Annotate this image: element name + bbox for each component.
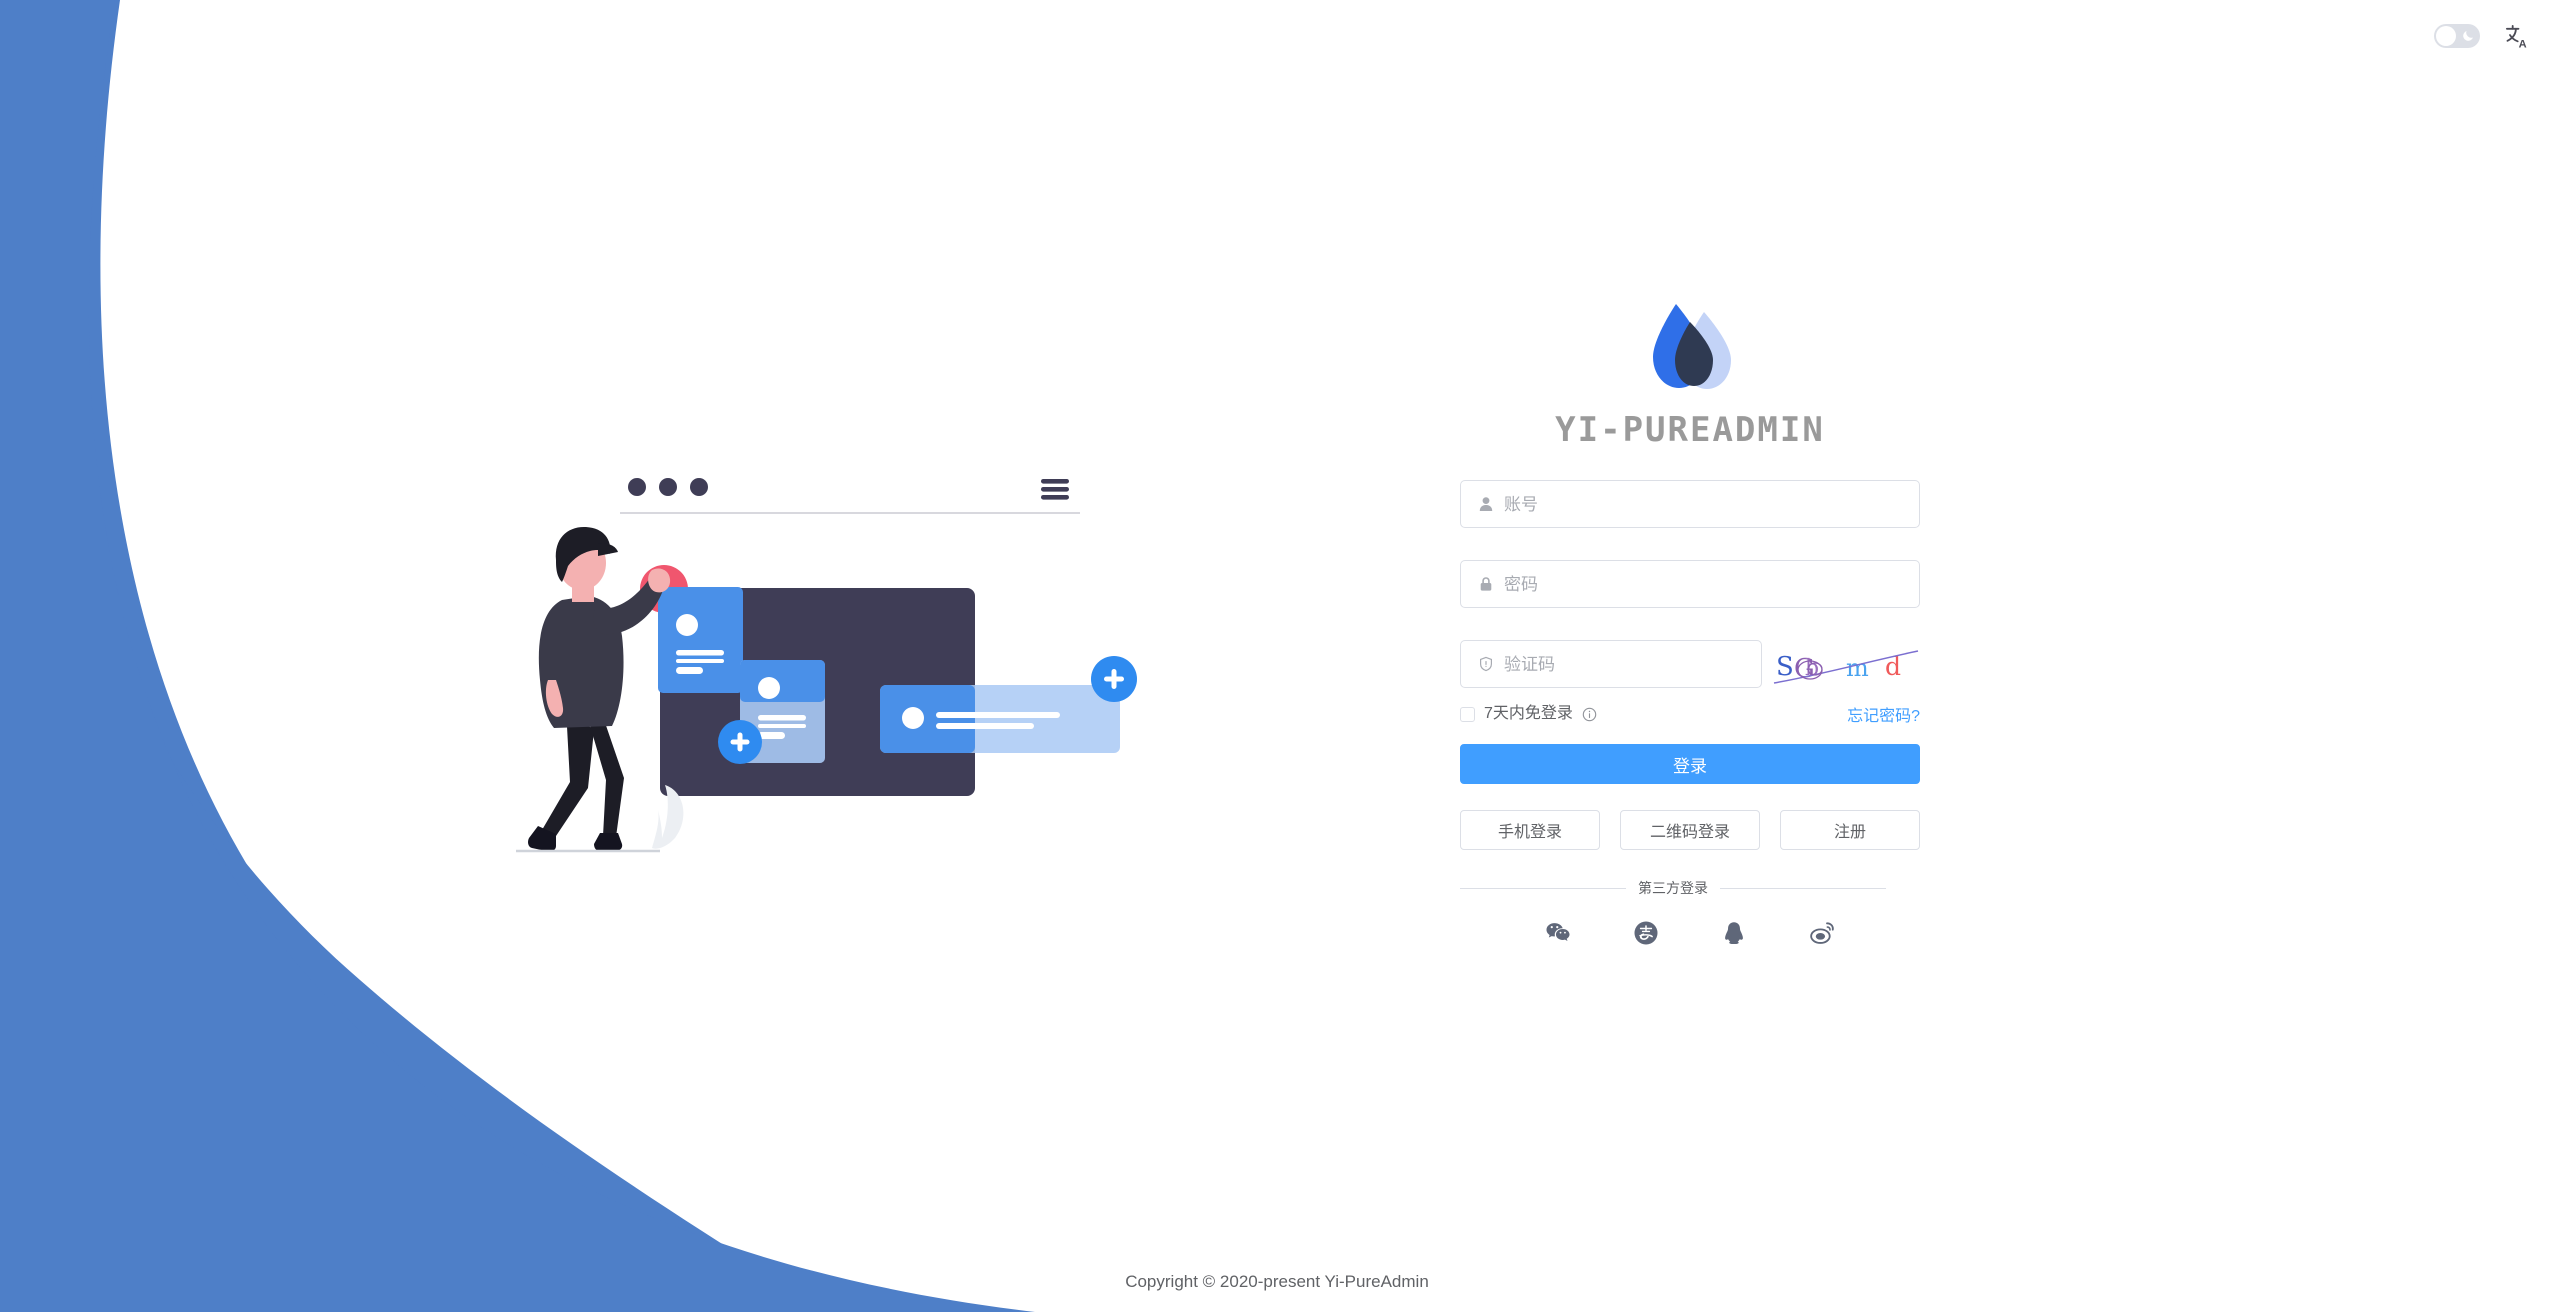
remember-me-checkbox[interactable]: 7天内免登录 <box>1460 706 1597 722</box>
divider-line-right <box>1720 887 1886 889</box>
brand: YI-PUREADMIN <box>1460 300 1920 450</box>
svg-text:m: m <box>1846 654 1869 682</box>
username-input[interactable]: 账号 <box>1460 480 1920 528</box>
svg-text:d: d <box>1885 652 1901 681</box>
third-party-providers <box>1460 920 1920 946</box>
captcha-input[interactable]: 验证码 <box>1460 640 1762 688</box>
login-options: 7天内免登录 忘记密码? <box>1460 702 1920 726</box>
qrcode-login-button[interactable]: 二维码登录 <box>1620 810 1760 850</box>
window-dots <box>628 478 708 496</box>
footer-copyright: Copyright © 2020-present Yi-PureAdmin <box>1125 1272 1429 1291</box>
wechat-icon[interactable] <box>1545 920 1571 946</box>
captcha-image[interactable]: S G b m d <box>1770 639 1920 689</box>
qq-icon[interactable] <box>1721 920 1747 946</box>
captcha-field: 验证码 S G b m d <box>1460 639 1920 689</box>
topbar: A <box>2434 0 2554 72</box>
forgot-password-link[interactable]: 忘记密码? <box>1847 708 1920 725</box>
username-field: 账号 <box>1460 480 1920 528</box>
user-icon <box>1477 496 1494 513</box>
weibo-icon[interactable] <box>1809 920 1835 946</box>
phone-login-button[interactable]: 手机登录 <box>1460 810 1600 850</box>
third-party-divider: 第三方登录 <box>1460 878 1920 898</box>
alt-login-buttons: 手机登录 二维码登录 注册 <box>1460 810 1920 850</box>
illustration-card-top <box>658 587 743 693</box>
divider-label: 第三方登录 <box>1638 880 1708 896</box>
dark-mode-toggle[interactable] <box>2434 24 2480 48</box>
svg-text:S: S <box>1776 652 1794 682</box>
password-field: 密码 <box>1460 560 1920 608</box>
toggle-knob <box>2436 26 2456 46</box>
login-panel: YI-PUREADMIN 账号 <box>1460 300 1920 946</box>
moon-icon <box>2463 31 2473 41</box>
password-placeholder: 密码 <box>1504 574 1538 594</box>
info-circle-icon[interactable] <box>1582 707 1597 722</box>
translate-icon[interactable]: A <box>2502 21 2532 51</box>
login-button[interactable]: 登录 <box>1460 744 1920 784</box>
svg-text:A: A <box>2518 38 2526 50</box>
page-title: YI-PUREADMIN <box>1555 410 1825 450</box>
hamburger-icon <box>1041 479 1069 500</box>
checkbox-box[interactable] <box>1460 706 1475 722</box>
remember-me-label: 7天内免登录 <box>1484 705 1573 722</box>
login-illustration <box>516 478 1137 853</box>
register-button[interactable]: 注册 <box>1780 810 1920 850</box>
alipay-icon[interactable] <box>1633 920 1659 946</box>
divider-line-left <box>1460 887 1626 889</box>
water-drop-logo <box>1653 304 1731 389</box>
lock-icon <box>1477 576 1494 593</box>
password-input[interactable]: 密码 <box>1460 560 1920 608</box>
captcha-placeholder: 验证码 <box>1504 654 1555 674</box>
username-placeholder: 账号 <box>1504 494 1538 514</box>
shield-icon <box>1477 656 1494 673</box>
